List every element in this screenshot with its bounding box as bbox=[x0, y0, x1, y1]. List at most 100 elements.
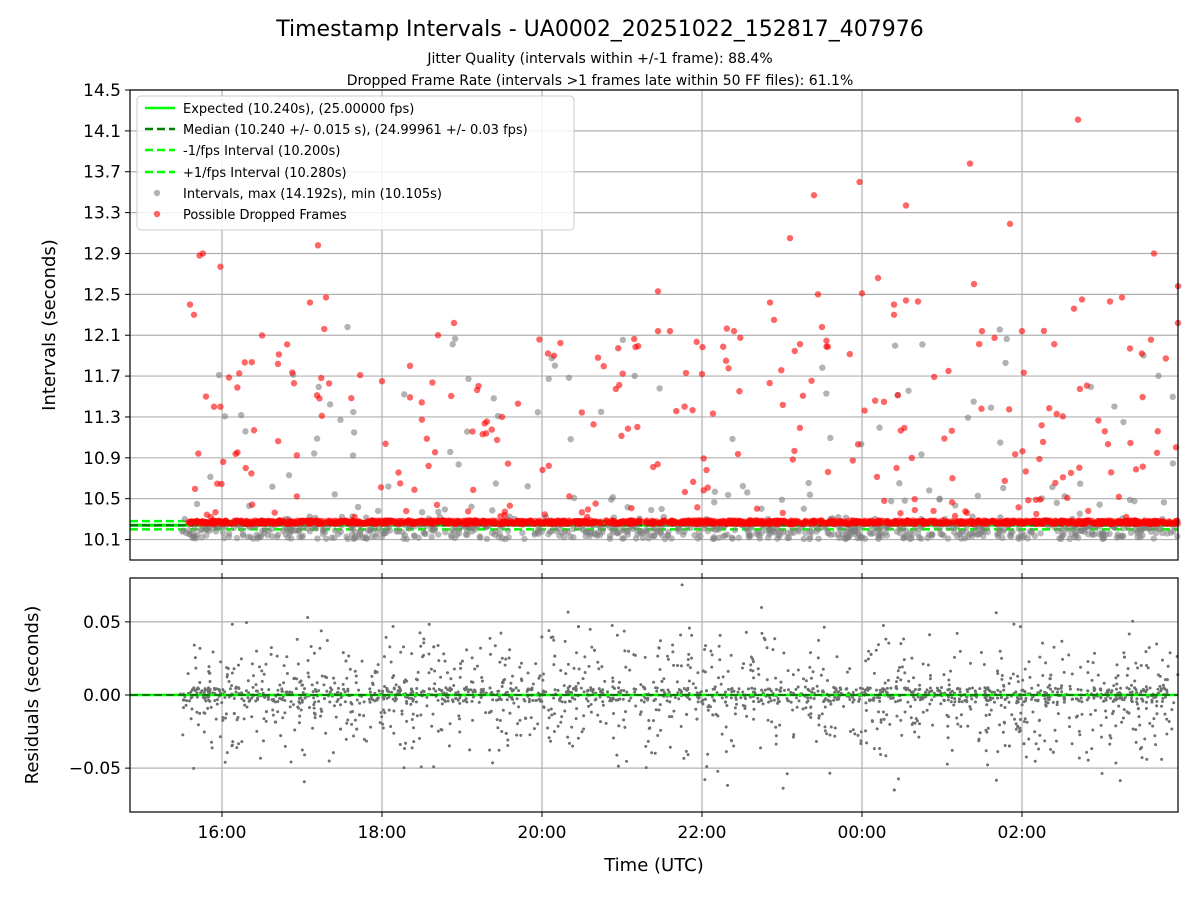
residual-point bbox=[422, 641, 426, 645]
residual-point bbox=[360, 659, 364, 663]
residual-point bbox=[541, 678, 545, 682]
residual-point bbox=[497, 698, 501, 702]
residual-point bbox=[425, 695, 429, 699]
residual-point bbox=[567, 741, 571, 745]
residual-point bbox=[864, 701, 868, 705]
residual-point bbox=[983, 691, 987, 695]
residual-point bbox=[410, 690, 414, 694]
residual-point bbox=[407, 696, 411, 700]
dropped-frame-point bbox=[321, 325, 328, 333]
dropped-frame-point bbox=[1123, 513, 1130, 521]
residual-point bbox=[491, 761, 495, 765]
residual-point bbox=[210, 740, 214, 744]
interval-point bbox=[778, 496, 786, 503]
interval-point bbox=[974, 492, 982, 499]
interval-point bbox=[624, 531, 632, 538]
residual-point bbox=[1033, 759, 1037, 763]
interval-point bbox=[656, 385, 663, 392]
dropped-frame-point bbox=[1076, 385, 1084, 393]
residual-point bbox=[392, 731, 396, 735]
residual-point bbox=[593, 648, 597, 652]
residual-point bbox=[427, 671, 431, 675]
interval-point bbox=[331, 527, 339, 534]
residual-point bbox=[410, 717, 414, 721]
residual-point bbox=[451, 700, 455, 704]
dropped-frame-point bbox=[838, 518, 845, 526]
residual-point bbox=[878, 699, 882, 703]
residual-point bbox=[1009, 676, 1013, 680]
residual-point bbox=[1098, 687, 1102, 691]
interval-point bbox=[788, 529, 795, 536]
interval-point bbox=[630, 525, 637, 533]
residual-point bbox=[657, 708, 661, 712]
residual-point bbox=[587, 704, 591, 708]
residual-point bbox=[540, 699, 544, 703]
dropped-frame-point bbox=[881, 497, 888, 505]
intervals-y-axis-label: Intervals (seconds) bbox=[39, 239, 60, 411]
legend-box bbox=[136, 95, 575, 231]
residual-point bbox=[685, 712, 689, 716]
residual-point bbox=[335, 700, 339, 704]
residual-point bbox=[596, 713, 600, 717]
dropped-frame-point bbox=[891, 519, 899, 526]
residual-point bbox=[1074, 715, 1078, 719]
residual-point bbox=[1055, 700, 1059, 704]
chart-subtitle-jitter: Jitter Quality (intervals within +/-1 fr… bbox=[426, 51, 772, 67]
dropped-frame-point bbox=[521, 520, 528, 527]
dropped-frame-point bbox=[1150, 520, 1157, 527]
residual-point bbox=[404, 741, 408, 745]
interval-point bbox=[844, 534, 852, 541]
residual-point bbox=[285, 655, 289, 659]
residual-point bbox=[899, 678, 903, 682]
residual-point bbox=[766, 718, 770, 722]
residual-point bbox=[547, 736, 551, 740]
residual-point bbox=[996, 669, 1000, 673]
residual-point bbox=[675, 680, 679, 684]
residual-point bbox=[998, 649, 1002, 653]
residual-point bbox=[332, 676, 336, 680]
residual-point bbox=[872, 671, 876, 675]
interval-point bbox=[648, 506, 655, 514]
residual-point bbox=[878, 688, 882, 692]
residual-point bbox=[1060, 639, 1064, 643]
interval-point bbox=[476, 533, 484, 540]
dropped-frame-point bbox=[210, 403, 218, 410]
residual-point bbox=[769, 689, 773, 693]
dropped-frame-point bbox=[1095, 417, 1102, 424]
residual-point bbox=[726, 783, 730, 787]
residual-point bbox=[1080, 712, 1084, 716]
residual-point bbox=[1031, 710, 1035, 714]
residual-point bbox=[1111, 709, 1115, 713]
dropped-frame-point bbox=[590, 421, 597, 428]
interval-point bbox=[244, 533, 252, 541]
residuals-y-tick-label: 0.00 bbox=[83, 686, 121, 706]
residual-point bbox=[313, 712, 317, 716]
residual-point bbox=[432, 687, 436, 691]
interval-point bbox=[963, 528, 970, 536]
interval-point bbox=[284, 534, 292, 541]
residual-point bbox=[1133, 686, 1137, 690]
interval-point bbox=[465, 375, 472, 383]
residual-point bbox=[207, 698, 211, 702]
dropped-frame-point bbox=[203, 518, 210, 526]
interval-point bbox=[632, 535, 640, 542]
residual-point bbox=[774, 734, 778, 738]
legend-median-label: Median (10.240 +/- 0.015 s), (24.99961 +… bbox=[183, 123, 528, 138]
residual-point bbox=[866, 657, 870, 661]
residual-point bbox=[706, 708, 710, 712]
dropped-frame-point bbox=[1162, 355, 1170, 362]
residual-point bbox=[250, 696, 254, 700]
residual-point bbox=[368, 700, 372, 704]
dropped-frame-point bbox=[719, 343, 727, 350]
residual-point bbox=[528, 733, 532, 737]
residual-point bbox=[491, 698, 495, 702]
residual-point bbox=[746, 687, 750, 691]
dropped-frame-point bbox=[488, 426, 495, 433]
residual-point bbox=[1120, 720, 1124, 724]
residual-point bbox=[350, 702, 354, 706]
residual-point bbox=[517, 689, 521, 693]
residual-point bbox=[269, 646, 273, 650]
residual-point bbox=[715, 691, 719, 695]
residual-point bbox=[391, 697, 395, 701]
dropped-frame-point bbox=[1154, 428, 1161, 435]
